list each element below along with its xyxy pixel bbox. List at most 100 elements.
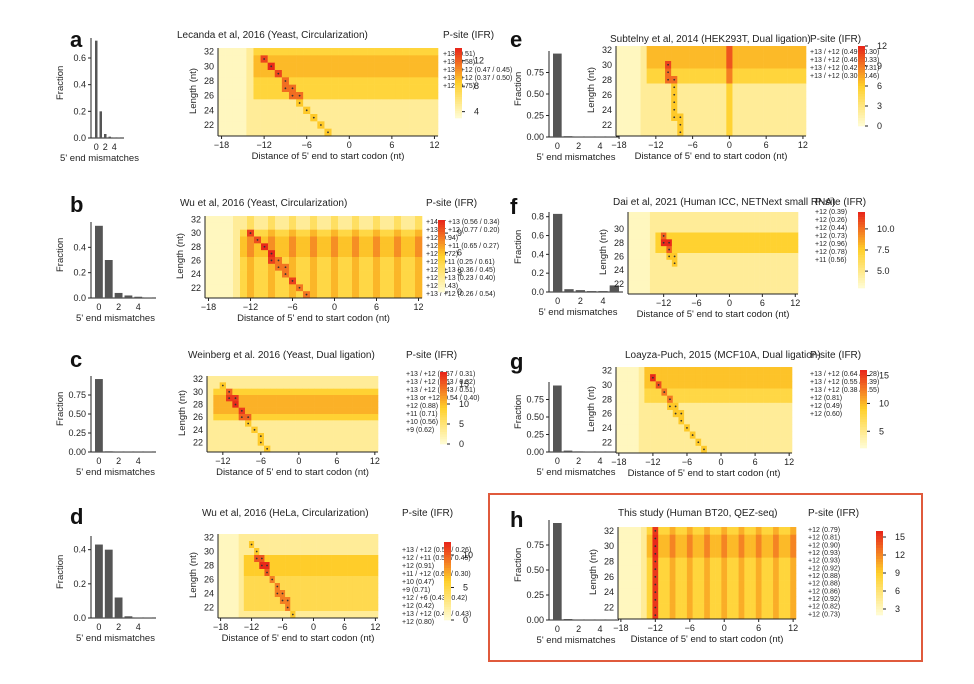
panel-a-heat-cell [402,62,410,71]
panel-h-heat-cell [750,603,757,612]
panel-h-heat-cell [755,557,762,566]
panel-f-heat-cell [726,225,733,233]
panel-e-heat-cell [683,76,690,84]
panel-h-heat-cell [623,565,630,574]
panel-a-heat-cell [345,121,354,129]
panel-d-heat-cell [367,611,374,619]
panel-f-heat-cell [682,280,689,288]
panel-d-heat-cell [331,555,338,563]
panel-e-heat-xtick-label-1: −12 [648,140,663,150]
panel-g-heat-cell [763,381,770,389]
panel-g-psite-dot [652,376,654,379]
panel-e-heat-cell [634,53,641,62]
panel-f-heat-cell [787,218,793,226]
panel-h-heat-cell [658,542,665,551]
panel-d-heat-cell [238,569,245,577]
panel-f-colorbar-segment [858,257,865,261]
panel-g-heat-cell [616,410,622,418]
panel-f-heat-cell [715,287,722,295]
panel-c-heat-cell [333,439,341,446]
panel-d-heat-cell [352,569,358,577]
panel-g-heat-cell [735,367,742,375]
panel-g-heat-cell [644,367,651,375]
panel-h-heat-cell [663,565,670,574]
panel-b-heat-cell [387,222,395,230]
panel-d-heat-cell [367,548,374,556]
panel-g-heat-cell [695,381,702,389]
panel-a-heat-cell [409,77,418,85]
panel-e-heat-cell [677,106,684,114]
panel-h-heat-cell [663,542,670,551]
panel-a-heat-cell [381,77,389,85]
panel-g-heat-cell [706,431,713,439]
panel-c-heat-xtick-label-1: −6 [256,456,266,466]
panel-b-heat-xtick-label-1: −12 [243,302,258,312]
panel-e-heat-cell [769,53,776,62]
panel-a-heat-cell [395,84,403,93]
panel-c-heat-cell [321,401,328,408]
panel-h-heat-cell [738,596,745,604]
panel-g-heat-cell [780,410,787,418]
panel-e-heat-cell [677,98,684,107]
panel-h-heat-cell [686,565,693,574]
panel-g-heat-cell [661,417,668,425]
panel-h-heat-cell [721,580,728,589]
panel-f-heat-cell [792,266,799,274]
panel-a-psite-dot [291,94,294,97]
panel-a-heat-cell [246,55,254,63]
panel-a-heat-cell [246,84,254,93]
panel-e-heat-cell [726,83,733,92]
panel-e-heat-xtick-label-5: 12 [798,140,808,150]
panel-b-heat-cell [373,257,381,265]
panel-f-heat-cell [759,232,766,240]
panel-h-heat-cell [715,580,722,589]
panel-c-psite-dot [221,384,224,387]
panel-e-psite-dot [667,63,669,66]
panel-c-heat-cell [270,382,277,389]
panel-b-heat-cell [303,229,311,237]
panel-a-colorbar-segment [455,50,462,53]
panel-f-heat-cell [633,218,640,226]
panel-f-heat-cell [693,212,700,220]
panel-a-heat-cell [324,70,332,78]
panel-f-heat-cell [776,212,782,220]
panel-g-colorbar-segment [860,422,867,425]
panel-e-heat-cell [775,106,782,114]
panel-a-heat-cell [367,106,375,115]
panel-e-heat-cell [707,76,715,84]
panel-b-heat-cell [268,263,276,271]
panel-e-heat-cell [658,121,666,129]
panel-f-heat-cell [682,273,689,281]
panel-f-heat-cell [682,218,689,226]
panel-c-heat-cell [207,439,214,446]
panel-c-colorbar-segment [440,386,447,390]
panel-g-heat-cell [644,388,651,396]
panel-c-heat-cell [226,420,233,427]
panel-b-heat-cell [268,284,276,292]
panel-h-heat-cell [629,527,636,535]
panel-a-psite-annotation-3: +13 / +12 (0.37 / 0.50) [443,75,512,82]
panel-d-heat-cell [259,534,265,542]
panel-f-heat-cell [721,218,728,226]
panel-b-heat-cell [289,270,297,278]
panel-h-heat-cell [663,557,670,566]
panel-b-heat-cell [317,284,325,292]
panel-e-heat-cell [787,61,795,69]
panel-e-heat-cell [658,68,666,77]
panel-a-heat-cell [352,62,361,71]
panel-b-heat-cell [268,222,276,230]
panel-d-bar-xtick-label-1: 2 [116,622,121,632]
panel-e-letter: e [510,27,522,52]
panel-h-heat-cell [686,611,693,620]
panel-a-heat-cell [338,55,347,63]
panel-b-heat-cell [338,291,346,299]
panel-h-psite-annotation-2: +12 (0.90) [808,542,840,549]
panel-b-heat-cell [254,270,262,278]
panel-b-heat-cell [296,250,304,258]
panel-g-psite-annotation-3: +12 (0.81) [810,395,842,402]
panel-d-colorbar-segment [444,607,451,610]
panel-d-colorbar-segment [444,555,451,558]
panel-a-heat-cell [239,62,247,71]
panel-h-heat-cell [790,565,797,574]
panel-d-bar-0 [95,544,103,618]
